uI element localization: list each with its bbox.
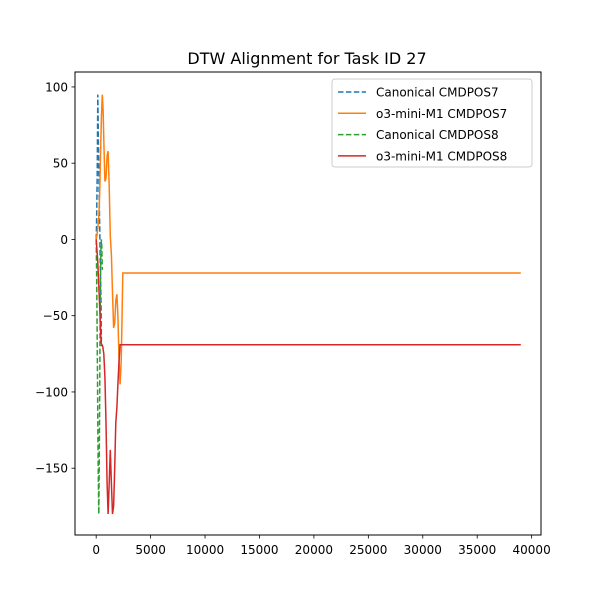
series-line-o3-mini-m1-cmdpos7 [95,94,521,385]
series-lines [95,94,521,515]
y-tick-label: −150 [35,462,68,476]
legend-label: o3-mini-M1 CMDPOS8 [376,149,507,163]
x-tick-label: 0 [92,543,100,557]
y-tick-label: −50 [43,309,68,323]
x-tick-label: 35000 [458,543,496,557]
y-tick-label: 50 [53,157,68,171]
x-tick-label: 40000 [513,543,551,557]
plot-frame [74,71,542,536]
y-axis: 100 50 0 −50 −100 −150 [35,80,75,476]
legend-label: o3-mini-M1 CMDPOS7 [376,107,507,121]
series-line-canonical-cmdpos8 [95,239,104,515]
y-tick-label: 100 [45,80,68,94]
y-tick-label: −100 [35,385,68,399]
x-tick-label: 5000 [135,543,166,557]
x-tick-label: 10000 [186,543,224,557]
y-tick-label: 0 [60,233,68,247]
legend-label: Canonical CMDPOS8 [376,128,499,142]
x-tick-label: 30000 [404,543,442,557]
legend-label: Canonical CMDPOS7 [376,86,499,100]
x-tick-label: 20000 [295,543,333,557]
x-tick-label: 15000 [240,543,278,557]
legend: Canonical CMDPOS7 o3-mini-M1 CMDPOS7 Canon… [331,78,533,168]
legend-box [331,78,533,168]
chart-title: DTW Alignment for Task ID 27 [187,49,426,68]
x-axis: 0 5000 10000 15000 20000 25000 30000 35000 40000 [92,535,551,557]
x-tick-label: 25000 [349,543,387,557]
series-line-o3-mini-m1-cmdpos8 [95,239,521,515]
